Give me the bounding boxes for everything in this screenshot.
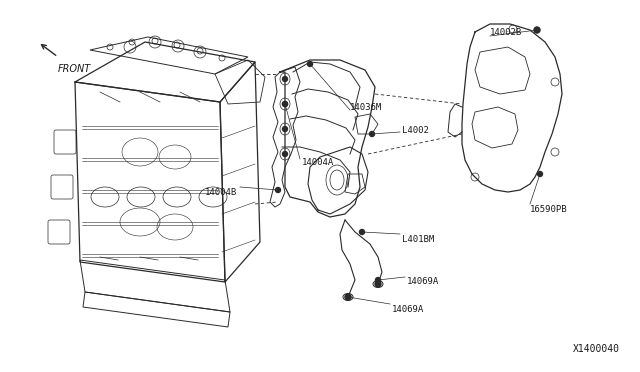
- Text: 14069A: 14069A: [392, 305, 424, 314]
- Circle shape: [345, 294, 351, 300]
- Circle shape: [360, 230, 365, 234]
- Text: 14069A: 14069A: [407, 278, 439, 286]
- Text: 14004A: 14004A: [302, 157, 334, 167]
- Circle shape: [307, 61, 312, 67]
- Text: X1400040: X1400040: [573, 344, 620, 354]
- Circle shape: [282, 102, 287, 106]
- Text: 16590PB: 16590PB: [530, 205, 568, 214]
- Circle shape: [275, 187, 280, 192]
- Circle shape: [534, 28, 540, 32]
- Text: 14004B: 14004B: [205, 187, 237, 196]
- Circle shape: [282, 102, 287, 106]
- Circle shape: [369, 131, 374, 137]
- Circle shape: [282, 151, 287, 157]
- Circle shape: [282, 77, 287, 81]
- Circle shape: [282, 126, 287, 131]
- Text: 14002B: 14002B: [490, 28, 522, 36]
- Text: L4002: L4002: [402, 125, 429, 135]
- Circle shape: [375, 281, 381, 287]
- Circle shape: [376, 278, 381, 282]
- Circle shape: [538, 171, 543, 176]
- Circle shape: [534, 27, 540, 33]
- Text: L401BM: L401BM: [402, 234, 435, 244]
- Text: 14036M: 14036M: [350, 103, 382, 112]
- Circle shape: [346, 295, 351, 299]
- Text: FRONT: FRONT: [58, 64, 92, 74]
